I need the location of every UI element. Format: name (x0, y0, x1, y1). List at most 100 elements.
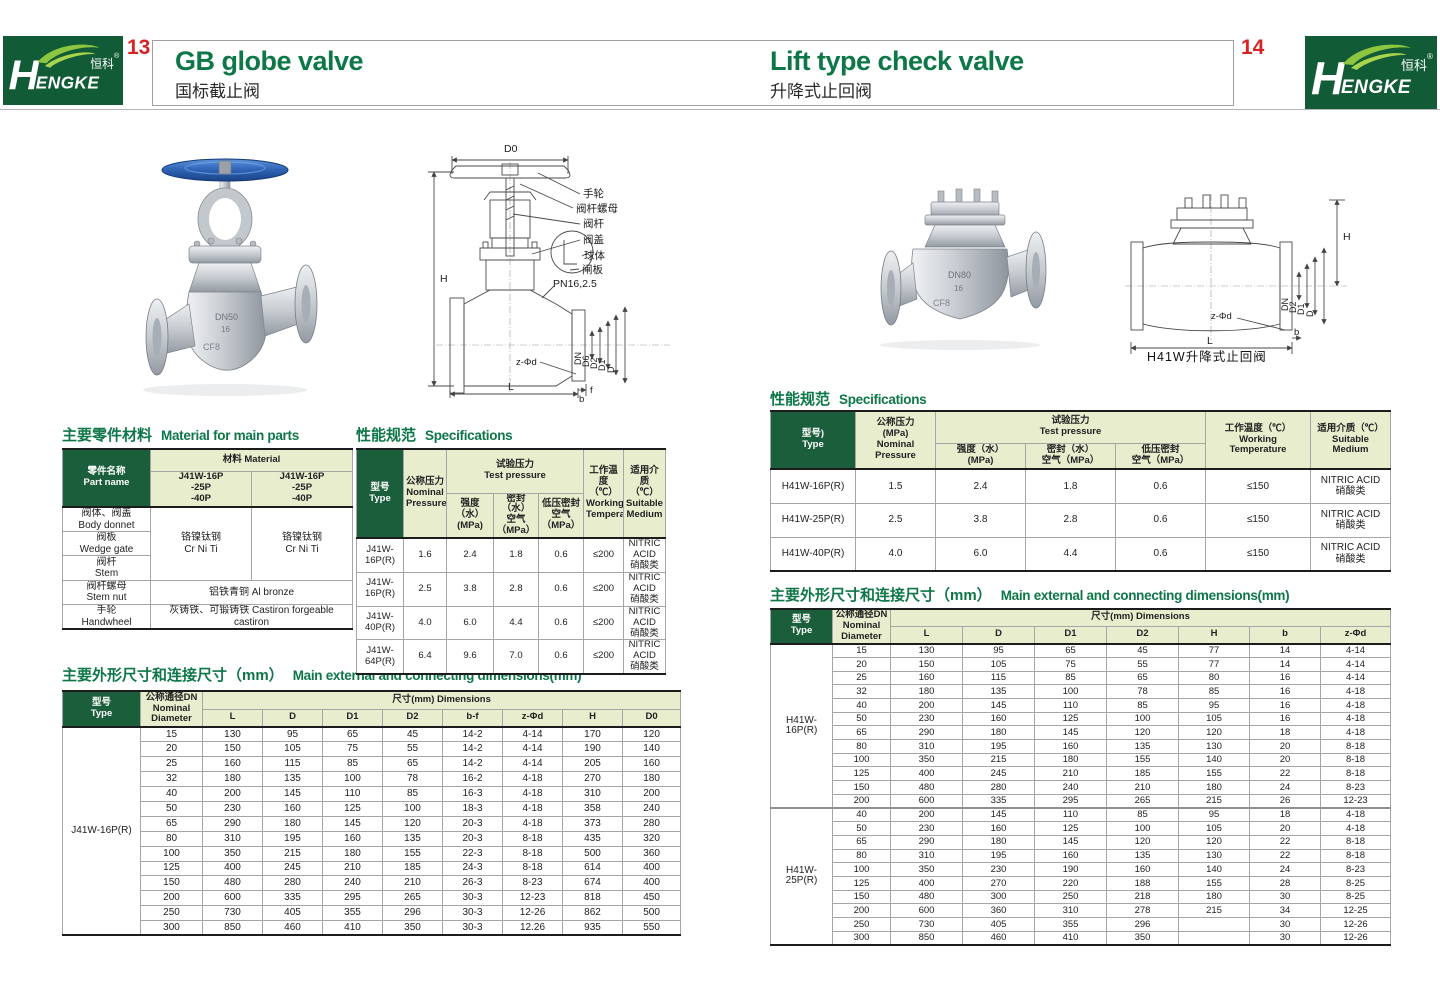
table-row: 50 230 160 125 100 105 20 4-18 (771, 821, 1392, 836)
table-row: 125 400 245 210 185 155 22 8-18 (771, 766, 1392, 782)
table-cell: 22 (1249, 848, 1321, 864)
table-cell: 22 (1249, 766, 1321, 782)
column-header-nominal-pressure: 公称压力 (MPa) Nominal Pressure (855, 410, 936, 470)
table-cell: 265 (382, 890, 443, 907)
table-cell: 2.8 (1025, 502, 1116, 538)
column-header-model: J41W-16P -25P -40P (250, 470, 354, 508)
table-cell: 135 (262, 771, 323, 788)
table-cell: 614 (562, 860, 623, 877)
table-cell: 218 (1106, 889, 1179, 905)
table-cell: 4-18 (502, 815, 563, 832)
table-cell: 20 (1249, 752, 1321, 768)
page-number-right: 14 (1241, 36, 1265, 59)
table-cell: 4-18 (1319, 725, 1392, 741)
table-cell: 500 (621, 905, 682, 922)
table-cell: 4-14 (1319, 643, 1392, 658)
table-cell: 240 (322, 875, 383, 892)
table-cell: 140 (1178, 862, 1250, 877)
table-cell: 155 (1178, 875, 1250, 891)
table-cell: 373 (562, 815, 623, 832)
callout-disc: 闸板 (582, 264, 603, 276)
dim-label-f: f (590, 385, 593, 396)
specifications-table-left: 型号 Type 公称压力 Nominal Pressure 试验压力 Test … (356, 448, 666, 676)
table-cell: 85 (382, 786, 443, 802)
table-row: 20 150 105 75 55 77 14 4-14 (771, 656, 1392, 672)
registered-mark-icon: ® (1427, 52, 1433, 61)
table-cell: 145 (322, 815, 383, 832)
table-cell: 30-3 (442, 905, 503, 922)
table-row: 25 160 115 85 65 80 16 4-14 (771, 670, 1392, 686)
column-header-dimensions: 尺寸(mm) Dimensions (889, 608, 1392, 627)
hengke-logo-icon: H ENGKE 恒科 ® (8, 44, 120, 99)
table-cell: 7.0 (493, 639, 539, 675)
table-cell: 405 (962, 917, 1035, 932)
table-row: J41W-16P(R) 15 130 95 65 45 14-2 4-14 170 120 (62, 726, 682, 936)
material-cell: 灰铸铁、可锻铸铁 Castiron forgeable castiron (149, 604, 354, 630)
table-cell: 180 (322, 845, 383, 862)
table-cell: 65 (1106, 670, 1179, 686)
table-cell: 16 (1249, 670, 1321, 686)
table-cell: 480 (202, 875, 263, 892)
table-cell: 4-18 (1319, 698, 1392, 713)
table-cell: 8-25 (1319, 875, 1392, 891)
table-cell: 12-23 (1319, 793, 1392, 809)
table-row: J41W-16P(R) 1.6 2.4 1.8 0.6 ≤200 NITRIC ACID 硝… (356, 537, 666, 573)
table-cell: 130 (890, 643, 963, 658)
column-header-working-temperature: 工作温度 （℃） Working Temperature (583, 448, 624, 539)
table-cell: H41W-40P(R) (770, 536, 856, 572)
spec-table-body: H41W-16P(R) 1.5 2.4 1.8 0.6 ≤150 NITRIC ACID 硝… (770, 468, 1391, 572)
table-cell: 296 (382, 905, 443, 922)
table-cell: 160 (202, 756, 263, 773)
table-cell: 295 (322, 890, 383, 907)
table-cell: 550 (621, 920, 682, 936)
table-cell: 30-3 (442, 920, 503, 936)
table-row: 100 350 215 180 155 140 20 8-18 (771, 752, 1392, 768)
dim-label-d0: D0 (504, 143, 518, 155)
table-cell: 78 (1106, 684, 1179, 700)
table-cell: 155 (382, 845, 443, 862)
table-cell: 180 (1034, 752, 1107, 768)
column-header-type: 型号 Type (356, 448, 404, 539)
section-title-en: Main external and connecting dimensions(… (1000, 588, 1290, 603)
table-cell (1178, 917, 1250, 932)
brand-logo-left: H ENGKE 恒科 ® (3, 36, 123, 105)
table-cell: 160 (962, 711, 1035, 727)
table-cell: 24-3 (442, 860, 503, 877)
table-cell: 310 (562, 786, 623, 802)
table-cell: 185 (1106, 766, 1179, 782)
column-header-strength: 强度（水） (MPa) (935, 442, 1026, 470)
table-cell: 160 (1034, 848, 1107, 864)
column-header-type: 型号) Type (770, 410, 856, 470)
table-cell: 190 (562, 741, 623, 758)
table-cell: 4-14 (1319, 656, 1392, 672)
table-cell: 180 (890, 684, 963, 700)
column-header-b: b (1249, 625, 1321, 645)
table-cell: 135 (962, 684, 1035, 700)
column-header-test-pressure: 试验压力 Test pressure (446, 448, 584, 494)
table-cell: 2.5 (403, 571, 447, 607)
table-cell: 28 (1249, 875, 1321, 891)
table-cell: 22-3 (442, 845, 503, 862)
column-header-part-name: 零件名称 Part name (62, 448, 151, 508)
table-cell: ≤150 (1205, 536, 1311, 572)
leaf-icon (1343, 44, 1411, 65)
column-header-suitable-medium: 适用介质（℃） Suitable Medium (1310, 410, 1391, 470)
page-title-en: GB globe valve (175, 46, 364, 76)
table-row: H41W-16P(R) 15 130 95 65 45 77 14 4-14 (770, 643, 1392, 809)
callout-ball: 球体 (584, 250, 605, 262)
table-cell: 15 (832, 643, 891, 658)
table-cell: 270 (562, 771, 623, 788)
table-cell: 4-18 (1319, 821, 1392, 836)
dim-label-zphid: z-Φd (1211, 311, 1232, 322)
table-cell: 0.6 (538, 605, 584, 641)
column-header-zphid: z-Φd (1319, 625, 1392, 645)
table-cell: 160 (1106, 862, 1179, 877)
table-cell: 20-3 (442, 815, 503, 832)
dim-label-b: b (579, 394, 585, 405)
table-cell: 4-18 (1319, 807, 1392, 823)
table-row: H41W-40P(R) 4.0 6.0 4.4 0.6 ≤150 NITRIC ACID 硝… (770, 536, 1391, 572)
column-header-d1: D1 (322, 708, 383, 728)
table-cell: 18 (1249, 725, 1321, 741)
table-cell: 105 (262, 741, 323, 758)
part-name-cell: 阀杆 Stem (62, 555, 151, 581)
